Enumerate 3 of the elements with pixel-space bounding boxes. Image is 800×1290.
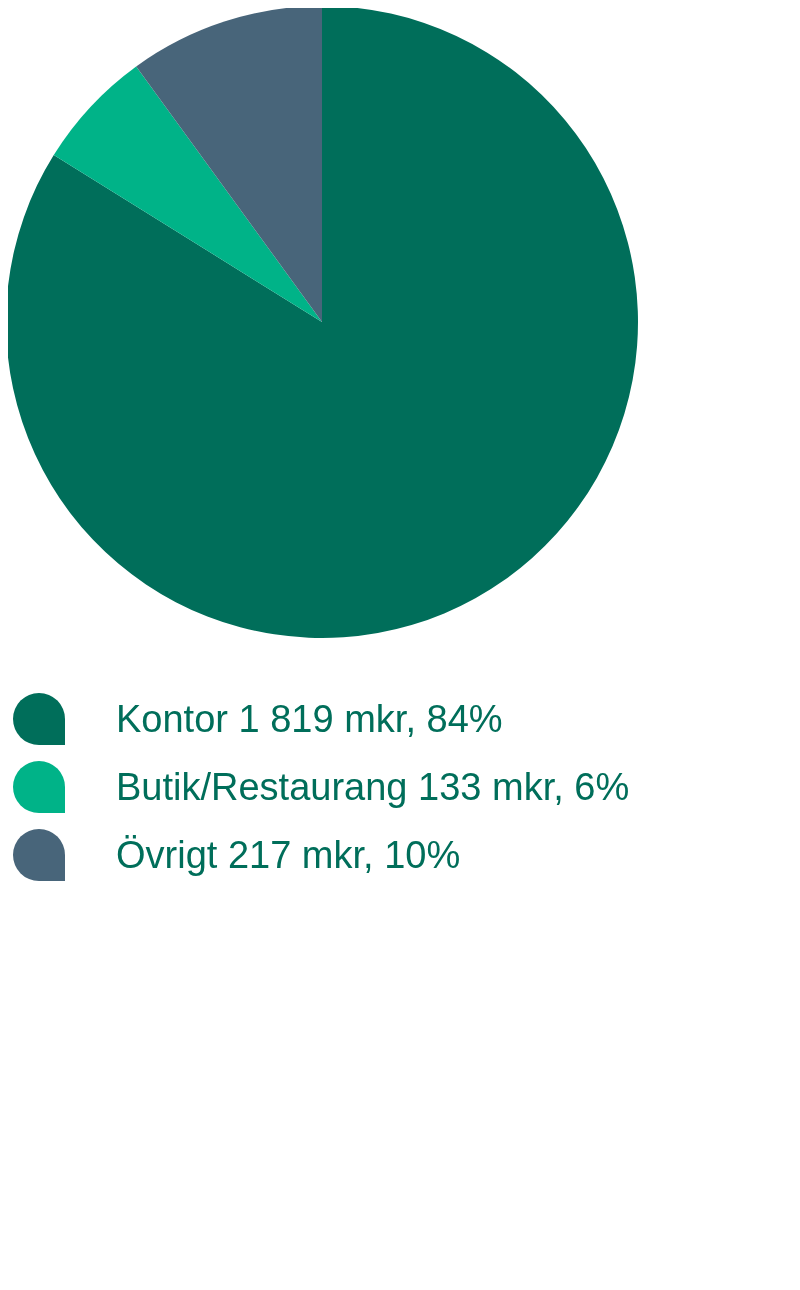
legend-label: Butik/Restaurang 133 mkr, 6% (116, 766, 630, 808)
legend-label: Kontor 1 819 mkr, 84% (116, 698, 503, 740)
legend-label: Övrigt 217 mkr, 10% (116, 834, 461, 876)
